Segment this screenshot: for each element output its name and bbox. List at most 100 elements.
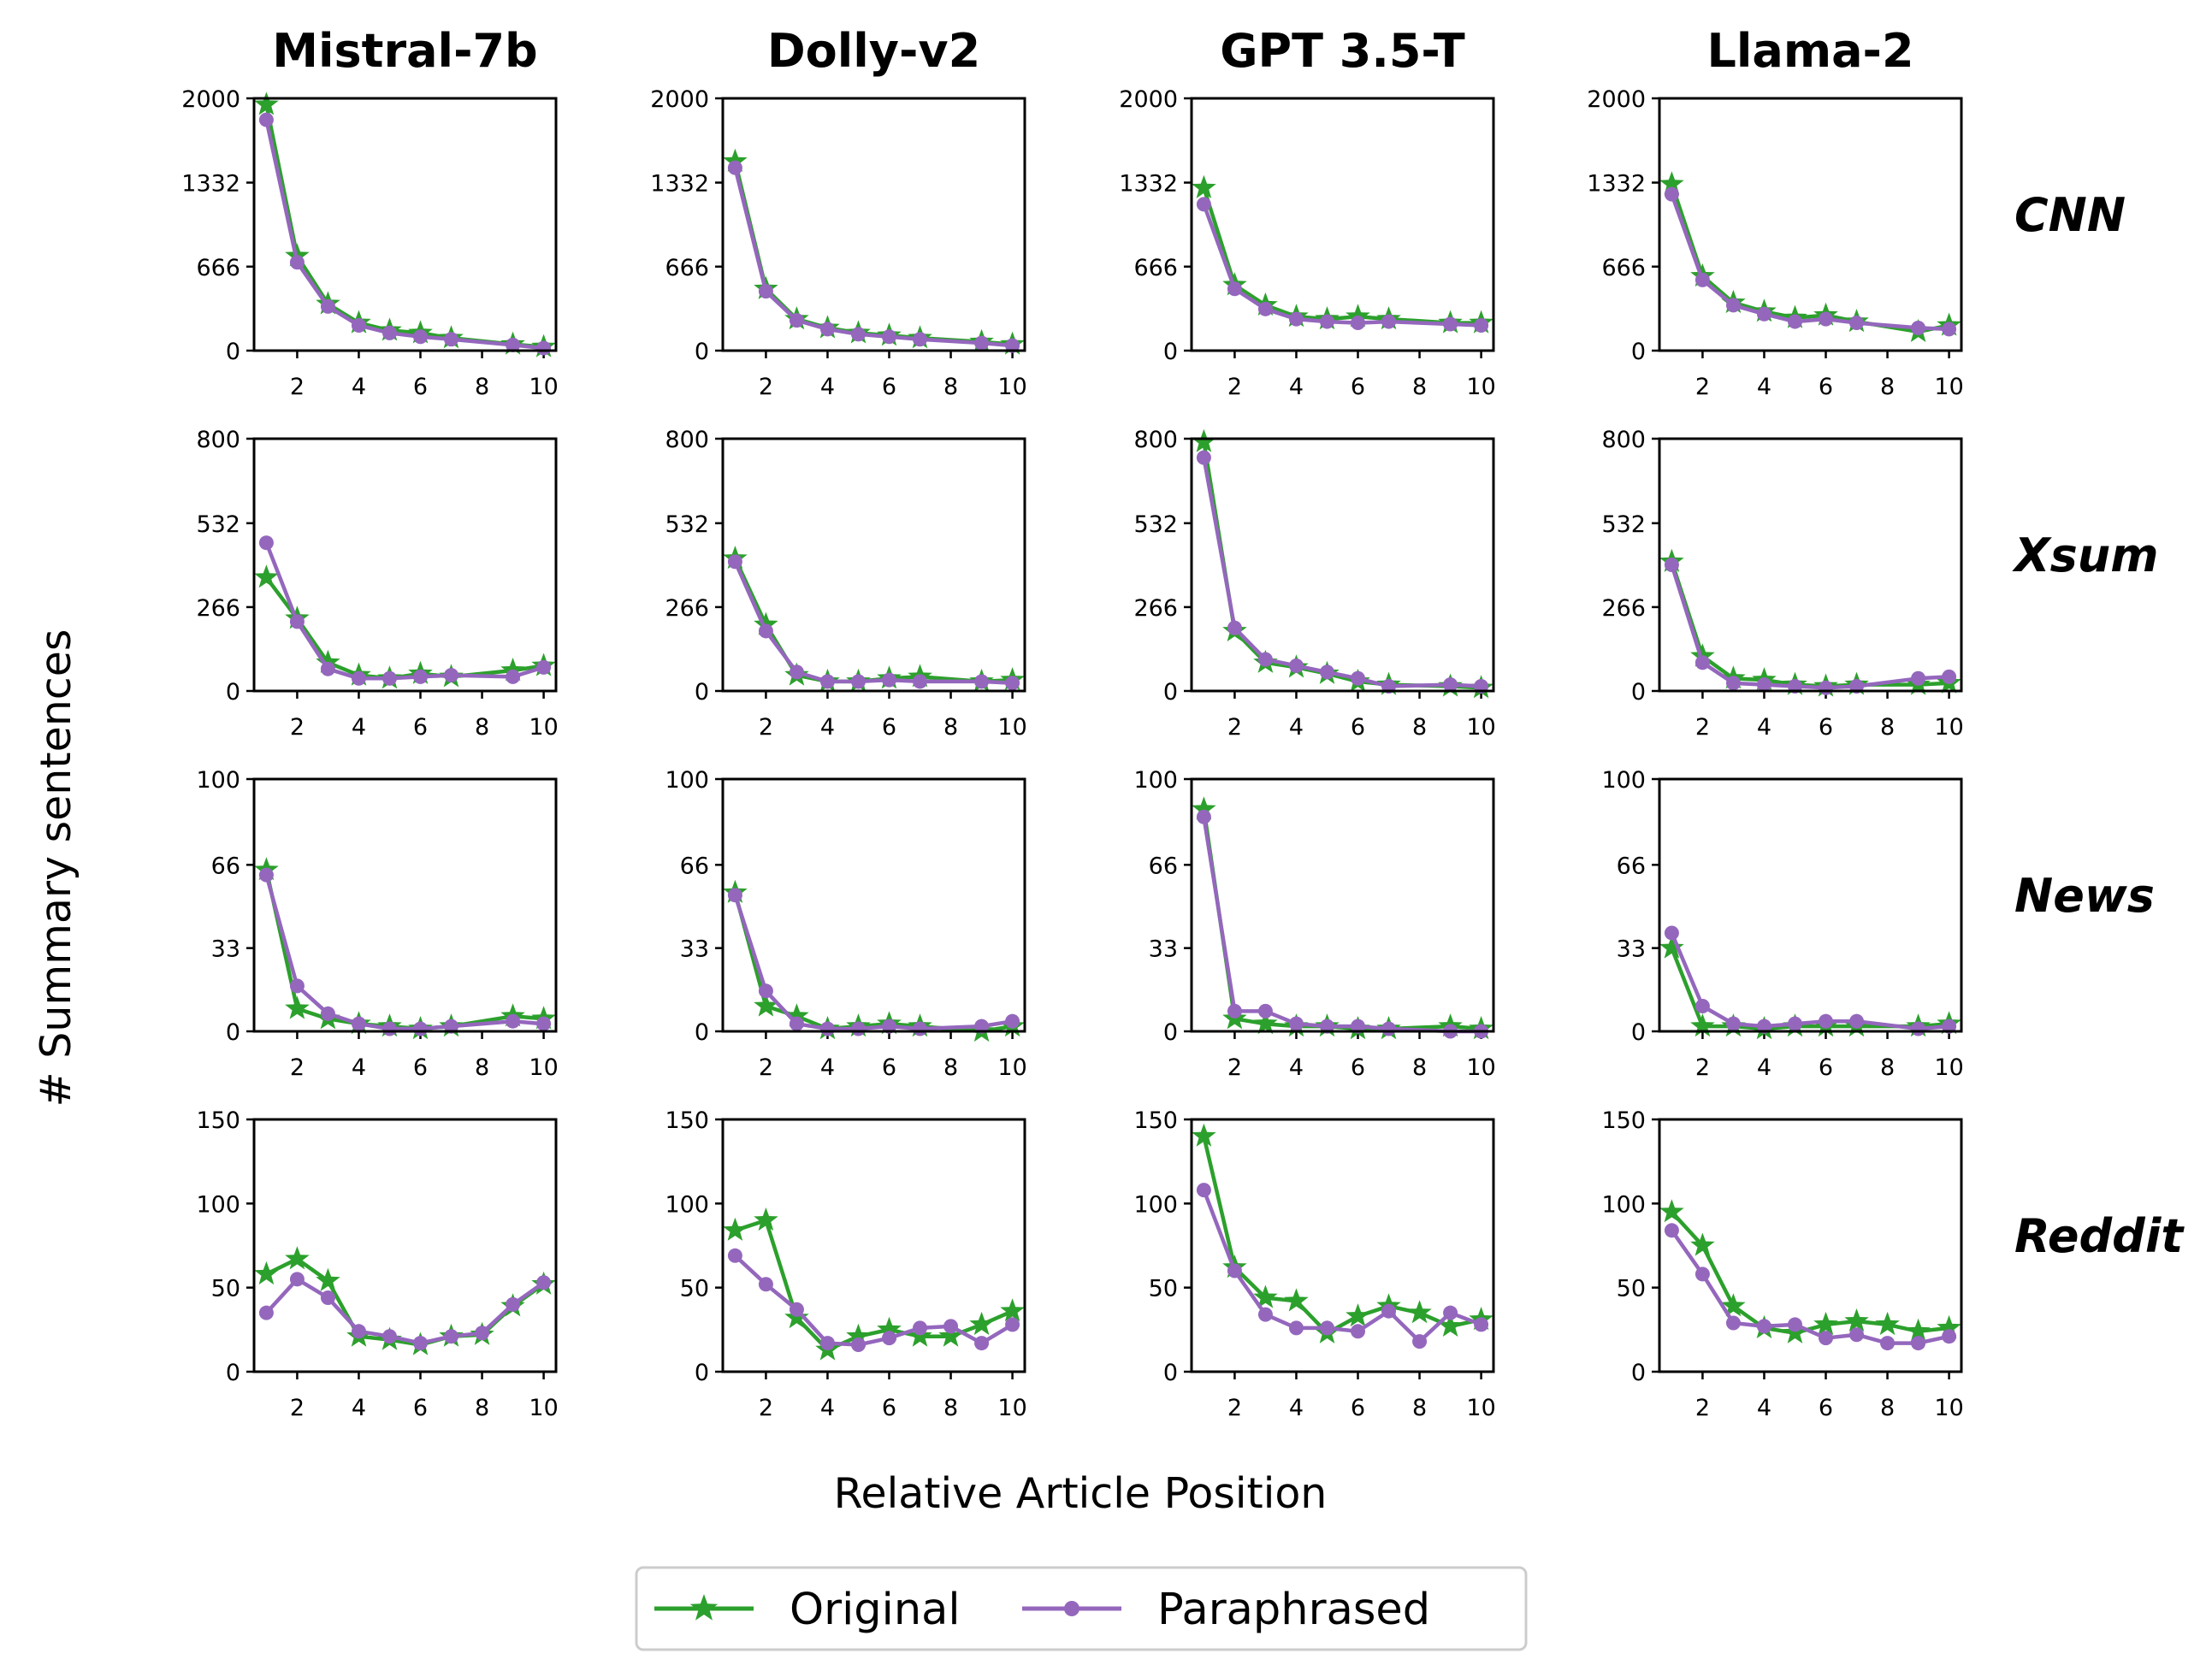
y-tick-label: 50: [1149, 1276, 1178, 1302]
data-point-original: [1346, 304, 1370, 328]
series-line-original: [733, 161, 1013, 346]
x-tick-label: 2: [1695, 1054, 1710, 1081]
data-point-paraphrased: [381, 1021, 397, 1036]
panel-frame: [252, 437, 558, 693]
x-tick-label: 4: [820, 714, 835, 741]
data-point-paraphrased: [1227, 1003, 1242, 1019]
data-point-paraphrased: [413, 1336, 429, 1351]
data-point-paraphrased: [444, 668, 459, 683]
column-title: GPT 3.5-T: [1220, 24, 1465, 78]
data-point-paraphrased: [1005, 1317, 1020, 1332]
y-tick-label: 50: [211, 1276, 240, 1302]
series-line-paraphrased: [1670, 193, 1949, 332]
data-point-paraphrased: [506, 337, 521, 352]
y-tick-label: 100: [1133, 767, 1178, 794]
data-point-original: [1690, 643, 1715, 667]
data-point-original: [784, 1003, 809, 1027]
data-point-paraphrased: [1288, 311, 1304, 327]
data-point-paraphrased: [320, 298, 335, 314]
data-point-paraphrased: [882, 1331, 897, 1346]
data-point-paraphrased: [1443, 316, 1458, 332]
y-tick-label: 100: [1601, 767, 1646, 794]
y-tick-label: 33: [1149, 936, 1178, 963]
data-point-paraphrased: [1381, 314, 1397, 329]
legend-label: Original: [790, 1585, 961, 1635]
y-tick-label: 150: [196, 1107, 240, 1134]
data-point-original: [1721, 1293, 1746, 1317]
x-tick-label: 10: [1934, 1395, 1963, 1421]
data-point-paraphrased: [506, 1296, 521, 1312]
y-tick-label: 1332: [1119, 171, 1178, 198]
x-tick-label: 4: [1757, 1054, 1771, 1081]
data-point-original: [285, 1246, 310, 1270]
data-point-paraphrased: [1474, 1317, 1489, 1332]
x-tick-label: 6: [1351, 714, 1365, 741]
y-tick-label: 266: [196, 595, 240, 622]
y-tick-label: 532: [665, 511, 709, 538]
panel-frame: [721, 97, 1026, 352]
x-tick-label: 6: [1819, 1395, 1833, 1421]
panel-frame: [1190, 1118, 1495, 1373]
x-tick-label: 8: [1880, 374, 1895, 400]
data-point-paraphrased: [536, 340, 552, 356]
y-tick-label: 0: [226, 1019, 240, 1046]
data-point-paraphrased: [1880, 1336, 1896, 1351]
data-point-paraphrased: [1351, 670, 1366, 686]
y-tick-label: 0: [1631, 679, 1646, 706]
data-point-paraphrased: [974, 335, 990, 351]
x-tick-label: 10: [1466, 1054, 1495, 1081]
legend: Original Paraphrased: [635, 1566, 1528, 1651]
data-point-paraphrased: [882, 329, 897, 345]
legend-items: Original Paraphrased: [654, 1585, 1430, 1635]
x-tick-label: 4: [1757, 1395, 1771, 1421]
y-tick-label: 66: [1617, 853, 1646, 879]
data-point-paraphrased: [1756, 677, 1771, 693]
data-point-paraphrased: [819, 322, 835, 337]
data-point-paraphrased: [1227, 620, 1242, 635]
y-axis-label: # Summary sentences: [32, 629, 80, 1107]
series-line-paraphrased: [1670, 932, 1949, 1031]
data-point-paraphrased: [1664, 186, 1679, 202]
data-point-paraphrased: [758, 1277, 773, 1292]
y-tick-label: 266: [665, 595, 709, 622]
x-tick-label: 4: [352, 374, 366, 400]
y-tick-label: 66: [211, 853, 240, 879]
y-tick-label: 666: [1133, 255, 1178, 281]
panel-gpt-3-5-t-cnn: 0 666 1332 2000 2 4 6 8 10: [1119, 86, 1495, 400]
data-point-original: [1906, 1318, 1931, 1342]
data-point-original: [1937, 1314, 1961, 1338]
series-line-paraphrased: [733, 1254, 1014, 1347]
panel-frame: [721, 1118, 1026, 1373]
x-tick-label: 10: [1934, 1054, 1963, 1081]
y-tick-label: 0: [695, 1360, 709, 1386]
x-tick-label: 10: [529, 714, 558, 741]
y-tick-label: 266: [1601, 595, 1646, 622]
data-point-paraphrased: [506, 669, 521, 684]
y-tick-label: 100: [1601, 1191, 1646, 1218]
panel-llama-2-reddit: 0 50 100 150 2 4 6 8 10: [1601, 1107, 1963, 1421]
data-point-paraphrased: [1664, 558, 1679, 572]
data-point-paraphrased: [320, 1006, 335, 1021]
data-point-original: [1659, 1199, 1684, 1223]
data-point-original: [877, 1316, 902, 1340]
data-point-paraphrased: [727, 1248, 742, 1263]
data-point-paraphrased: [1351, 316, 1366, 331]
y-tick-label: 0: [1163, 679, 1178, 706]
data-point-original: [1253, 1284, 1278, 1308]
series-line-original: [1202, 809, 1482, 1031]
y-tick-label: 666: [665, 255, 709, 281]
data-point-paraphrased: [789, 313, 804, 328]
data-point-original: [1192, 1123, 1216, 1147]
y-tick-label: 0: [1163, 1360, 1178, 1386]
data-point-paraphrased: [320, 661, 335, 676]
data-point-original: [754, 993, 778, 1017]
data-point-original: [1659, 171, 1684, 195]
data-point-paraphrased: [850, 1337, 866, 1353]
data-point-paraphrased: [413, 669, 429, 684]
data-point-paraphrased: [1227, 281, 1242, 297]
data-point-original: [1875, 1311, 1900, 1336]
data-point-paraphrased: [1474, 318, 1489, 333]
data-point-paraphrased: [506, 1013, 521, 1029]
data-point-paraphrased: [1725, 676, 1741, 691]
data-point-paraphrased: [320, 1290, 335, 1305]
